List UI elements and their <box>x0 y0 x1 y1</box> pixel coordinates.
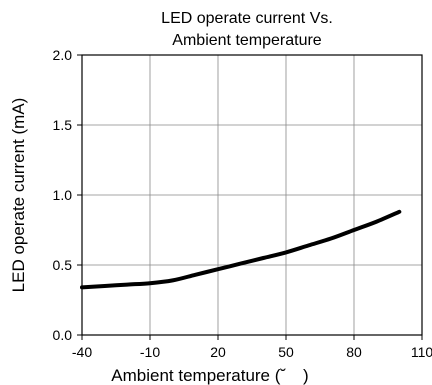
y-tick-label: 0.0 <box>53 327 73 343</box>
y-axis-label: LED operate current (mA) <box>9 98 28 293</box>
x-tick-label: 80 <box>346 344 362 360</box>
x-axis-ticks: -40 -10 20 50 80 110 <box>72 335 432 360</box>
series-group <box>80 209 402 290</box>
x-tick-label: -10 <box>140 344 160 360</box>
y-tick-label: 0.5 <box>53 257 73 273</box>
grid <box>82 55 422 335</box>
y-tick-label: 1.5 <box>53 117 73 133</box>
x-tick-label: 110 <box>411 344 432 360</box>
chart-title-line-1: LED operate current Vs. <box>161 10 333 27</box>
x-tick-label: 50 <box>278 344 294 360</box>
x-axis-label: Ambient temperature (˘ ) <box>111 366 308 385</box>
series-line <box>80 209 402 290</box>
x-tick-label: -40 <box>72 344 92 360</box>
x-tick-label: 20 <box>210 344 226 360</box>
chart-title-line-2: Ambient temperature <box>172 32 322 49</box>
y-tick-label: 2.0 <box>53 47 73 63</box>
y-tick-label: 1.0 <box>53 187 73 203</box>
y-axis-ticks: 0.0 0.5 1.0 1.5 2.0 <box>53 47 82 343</box>
